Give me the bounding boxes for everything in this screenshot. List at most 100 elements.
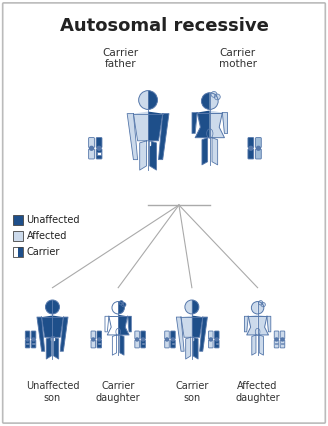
Polygon shape — [158, 114, 169, 160]
Polygon shape — [185, 300, 192, 314]
Polygon shape — [202, 138, 208, 165]
Circle shape — [135, 338, 139, 341]
Polygon shape — [191, 337, 193, 340]
Bar — [97, 152, 101, 155]
Text: Unaffected: Unaffected — [27, 215, 80, 225]
Circle shape — [97, 147, 101, 150]
Circle shape — [211, 92, 217, 97]
Text: Carrier
son: Carrier son — [175, 381, 209, 403]
Polygon shape — [176, 317, 184, 351]
FancyBboxPatch shape — [248, 149, 254, 159]
Polygon shape — [148, 112, 163, 141]
Polygon shape — [140, 141, 147, 170]
Text: Autosomal recessive: Autosomal recessive — [60, 17, 268, 35]
Polygon shape — [181, 316, 192, 337]
Polygon shape — [60, 317, 68, 351]
Polygon shape — [118, 315, 129, 335]
FancyBboxPatch shape — [91, 331, 95, 339]
FancyBboxPatch shape — [256, 138, 261, 148]
FancyBboxPatch shape — [165, 340, 169, 348]
Polygon shape — [257, 302, 264, 314]
FancyBboxPatch shape — [280, 340, 285, 348]
Text: Carrier: Carrier — [27, 247, 60, 257]
Polygon shape — [52, 300, 59, 314]
Bar — [18, 247, 23, 257]
Polygon shape — [186, 337, 191, 359]
Circle shape — [98, 338, 101, 341]
Polygon shape — [107, 315, 118, 335]
Polygon shape — [46, 300, 52, 314]
Bar — [98, 343, 101, 345]
Polygon shape — [257, 315, 269, 335]
Bar — [26, 343, 29, 345]
Bar — [142, 343, 144, 345]
FancyBboxPatch shape — [248, 138, 254, 148]
Circle shape — [261, 302, 265, 307]
Polygon shape — [105, 316, 109, 332]
Bar — [13, 215, 23, 225]
Bar — [281, 343, 284, 345]
Polygon shape — [210, 110, 224, 138]
Bar — [275, 343, 278, 345]
Circle shape — [26, 338, 29, 341]
FancyBboxPatch shape — [171, 340, 175, 348]
Circle shape — [215, 94, 220, 100]
Circle shape — [92, 338, 95, 341]
FancyBboxPatch shape — [280, 331, 285, 339]
Polygon shape — [51, 337, 54, 340]
FancyBboxPatch shape — [141, 340, 145, 348]
Bar — [215, 343, 218, 345]
Polygon shape — [195, 110, 210, 138]
Polygon shape — [251, 302, 257, 314]
FancyBboxPatch shape — [97, 340, 102, 348]
Text: Carrier
mother: Carrier mother — [219, 48, 257, 69]
Polygon shape — [193, 337, 198, 359]
Polygon shape — [120, 335, 124, 355]
Polygon shape — [200, 317, 207, 351]
FancyBboxPatch shape — [97, 331, 102, 339]
FancyBboxPatch shape — [89, 149, 94, 159]
Circle shape — [209, 338, 212, 341]
Circle shape — [275, 338, 278, 341]
FancyBboxPatch shape — [215, 331, 219, 339]
Polygon shape — [150, 141, 156, 170]
Polygon shape — [112, 302, 118, 314]
FancyBboxPatch shape — [25, 331, 30, 339]
FancyBboxPatch shape — [135, 340, 139, 348]
Polygon shape — [222, 112, 228, 133]
FancyBboxPatch shape — [141, 331, 145, 339]
Polygon shape — [247, 315, 257, 335]
FancyBboxPatch shape — [31, 331, 36, 339]
FancyBboxPatch shape — [274, 340, 279, 348]
Circle shape — [119, 301, 123, 305]
Polygon shape — [52, 316, 63, 337]
Text: Affected
daughter: Affected daughter — [235, 381, 280, 403]
Circle shape — [256, 147, 260, 150]
Bar — [13, 247, 18, 257]
Circle shape — [32, 338, 35, 341]
Polygon shape — [46, 337, 51, 359]
Polygon shape — [37, 317, 45, 351]
Circle shape — [258, 301, 263, 305]
FancyBboxPatch shape — [3, 3, 325, 423]
FancyBboxPatch shape — [209, 340, 213, 348]
Circle shape — [165, 338, 169, 341]
Bar — [13, 247, 23, 257]
FancyBboxPatch shape — [209, 331, 213, 339]
Circle shape — [90, 147, 93, 150]
Bar — [32, 343, 35, 345]
Polygon shape — [192, 112, 197, 133]
Polygon shape — [113, 335, 116, 355]
FancyBboxPatch shape — [135, 331, 139, 339]
Polygon shape — [192, 300, 199, 314]
Polygon shape — [252, 335, 256, 355]
Circle shape — [172, 338, 174, 341]
Bar — [172, 343, 174, 345]
Circle shape — [122, 302, 126, 307]
FancyBboxPatch shape — [31, 340, 36, 348]
Polygon shape — [212, 138, 218, 165]
Text: Affected: Affected — [27, 231, 67, 241]
FancyBboxPatch shape — [274, 331, 279, 339]
FancyBboxPatch shape — [89, 138, 94, 148]
Circle shape — [281, 338, 284, 341]
